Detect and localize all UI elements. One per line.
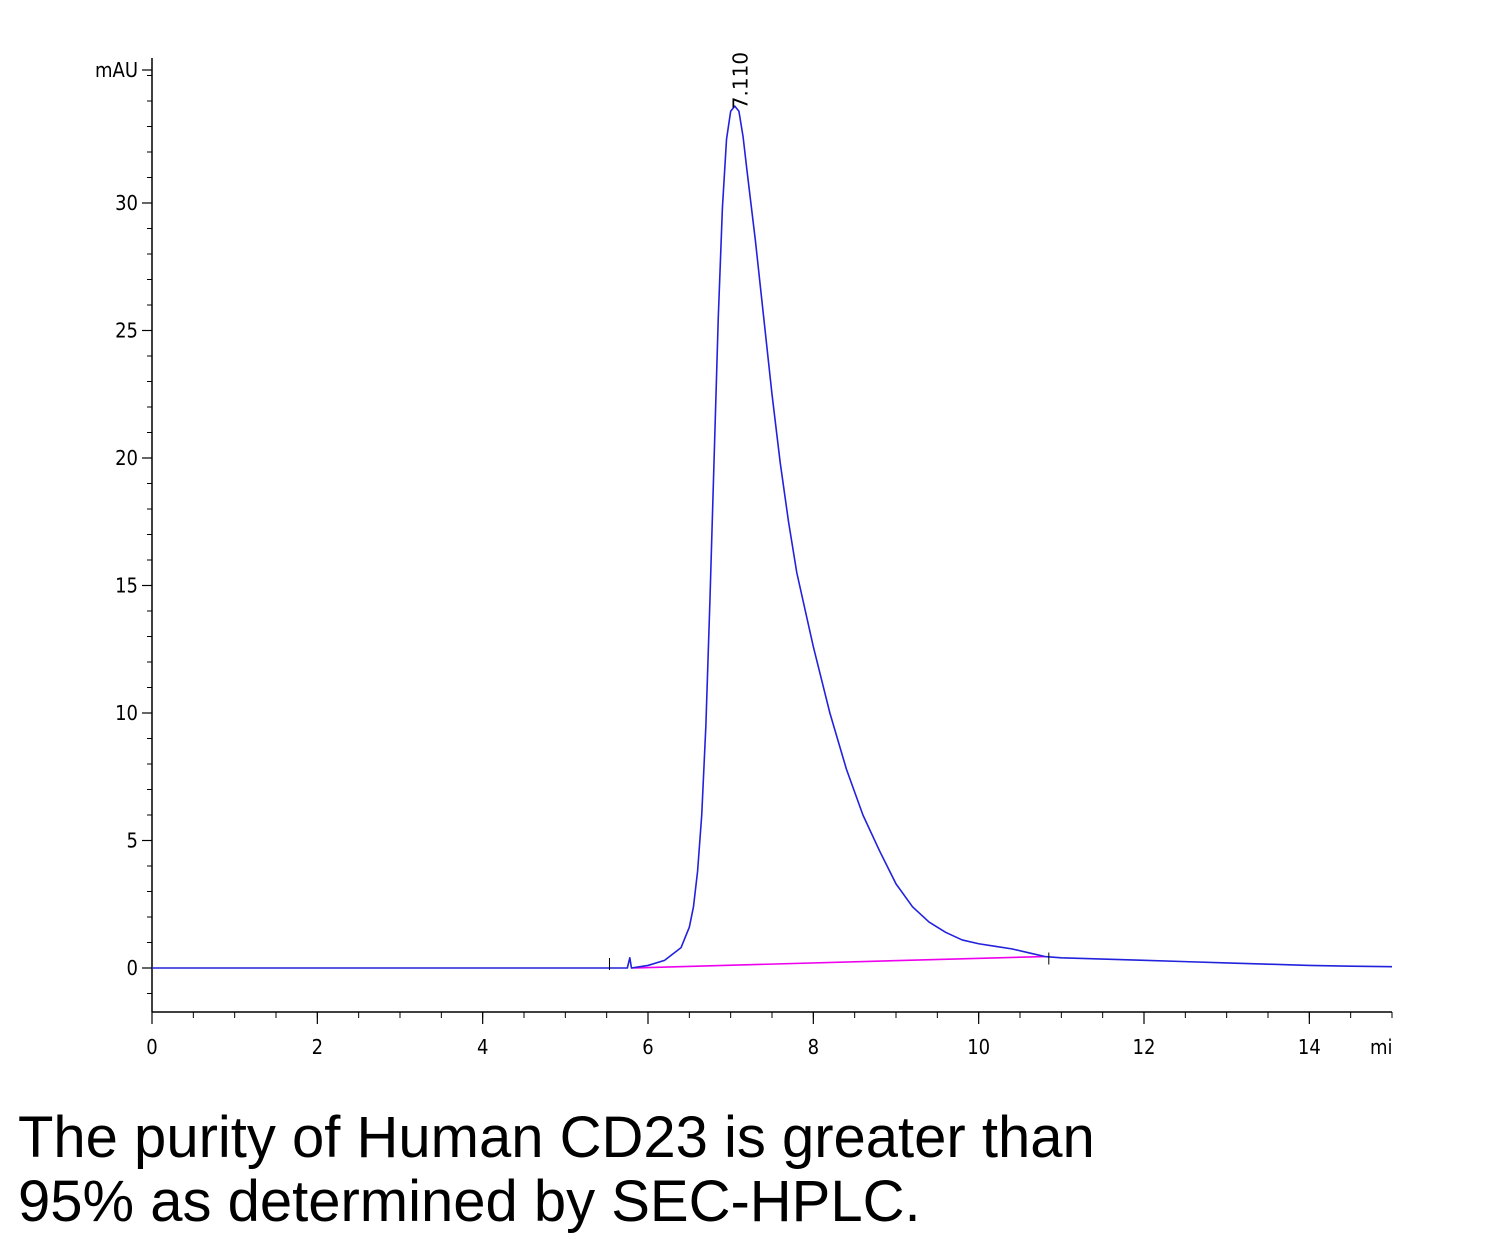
x-tick-label: 14 [1298,1035,1321,1059]
x-tick-label: 10 [967,1035,990,1059]
chart-traces: 7.110 [152,52,1393,970]
caption-line-1: The purity of Human CD23 is greater than [18,1105,1095,1170]
signal-trace [152,105,1393,969]
peak-label: 7.110 [729,52,753,109]
x-tick-label: 12 [1133,1035,1156,1059]
caption-line-2: 95% as determined by SEC-HPLC. [18,1169,921,1234]
x-label-clip [1393,1026,1500,1066]
y-axis-label: mAU [95,58,138,82]
figure-caption: The purity of Human CD23 is greater than… [18,1106,1478,1234]
x-tick-label: 6 [642,1035,653,1059]
y-tick-label: 25 [115,319,138,343]
y-tick-label: 20 [115,446,138,470]
baseline-trace [631,955,1045,969]
y-tick-label: 0 [127,956,138,980]
x-tick-label: 0 [146,1035,157,1059]
y-tick-label: 15 [115,574,138,598]
y-tick-label: 10 [115,701,138,725]
x-tick-label: 4 [477,1035,488,1059]
y-tick-label: 30 [115,191,138,215]
x-tick-label: 8 [808,1035,819,1059]
x-tick-label: 2 [312,1035,323,1059]
y-tick-label: 5 [127,829,138,853]
